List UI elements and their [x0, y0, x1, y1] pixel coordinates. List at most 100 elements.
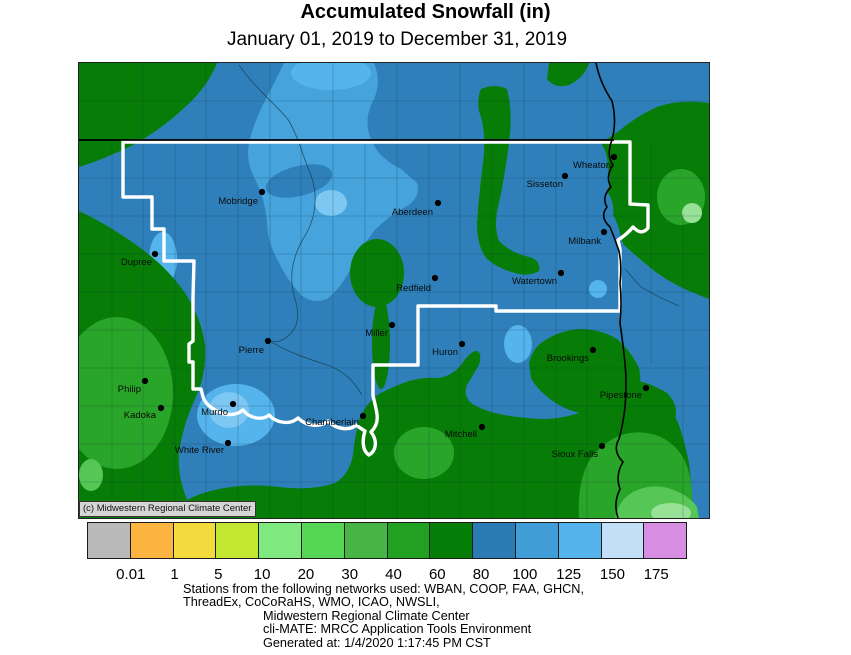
legend-tick-label: 150	[599, 566, 625, 583]
legend-tick-label: 125	[556, 566, 582, 583]
legend-swatch	[386, 522, 431, 559]
city-label: Dupree	[121, 257, 152, 268]
city-dot	[141, 377, 149, 385]
contour-60in-top-wedge	[547, 63, 589, 87]
city-dot	[598, 442, 606, 450]
city-label: Philip	[118, 384, 141, 395]
legend-swatch	[172, 522, 217, 559]
footer-app: cli-MATE: MRCC Application Tools Environ…	[263, 622, 532, 637]
city-dot	[557, 269, 565, 277]
contour-150in-murdo-core	[209, 392, 249, 428]
footer-generated-at: Generated at: 1/4/2020 1:17:45 PM CST	[263, 635, 491, 650]
snowfall-legend	[87, 522, 688, 559]
legend-tick-label: 10	[253, 566, 271, 583]
legend-swatch	[215, 522, 260, 559]
map-title: Accumulated Snowfall (in)	[300, 1, 551, 23]
contour-30in-west-spot	[79, 459, 103, 491]
contour-60in-northwest	[79, 63, 217, 167]
city-dot	[359, 412, 367, 420]
legend-swatch	[643, 522, 688, 559]
contour-60in-minnesota	[601, 101, 709, 299]
city-dot	[224, 439, 232, 447]
city-dot	[388, 321, 396, 329]
city-label: White River	[175, 445, 224, 456]
city-dot	[642, 384, 650, 392]
legend-swatch	[300, 522, 345, 559]
legend-swatch	[429, 522, 474, 559]
city-label: Mobridge	[218, 196, 258, 207]
snowfall-map: Mobridge Aberdeen Wheaton Sisseton Milbank Re…	[61, 56, 710, 523]
legend-swatch	[258, 522, 302, 559]
city-dot	[264, 337, 272, 345]
footer-networks-line1: Stations from the following networks use…	[183, 582, 584, 596]
city-label: Milbank	[568, 236, 601, 247]
contour-100in-band	[248, 63, 418, 301]
legend-swatch	[343, 522, 388, 559]
legend-tick-label: 20	[297, 566, 315, 583]
footer-org: Midwestern Regional Climate Center	[263, 608, 470, 623]
city-dot	[151, 250, 159, 258]
map-date-range: January 01, 2019 to December 31, 2019	[226, 29, 568, 50]
city-dot	[157, 404, 165, 412]
city-label: Sioux Falls	[552, 449, 599, 460]
city-label: Chamberlain	[305, 417, 359, 428]
snowfall-contour-svg: Mobridge Aberdeen Wheaton Sisseton Milbank Re…	[61, 56, 709, 523]
contour-60in-redfield-blob	[350, 239, 404, 307]
city-markers: Mobridge Aberdeen Wheaton Sisseton Milbank Re…	[118, 153, 650, 460]
legend-tick-label: 30	[341, 566, 359, 583]
missouri-river-line	[238, 64, 363, 396]
city-label: Miller	[365, 328, 388, 339]
county-lines	[79, 63, 709, 518]
legend-tick-label: 40	[385, 566, 402, 583]
city-dot	[431, 274, 439, 282]
footer-notes: Stations from the following networks use…	[0, 582, 851, 650]
city-dot	[478, 423, 486, 431]
legend-swatch	[87, 522, 131, 559]
city-dot	[589, 346, 597, 354]
contour-60in-brookings	[529, 329, 641, 415]
contour-125in-top-spot	[291, 56, 371, 90]
city-dot	[561, 172, 569, 180]
city-label: Pipestone	[600, 390, 642, 401]
footer-networks-line2: ThreadEx, CoCoRaHS, WMO, ICAO, NWSLI,	[183, 595, 440, 610]
city-label: Aberdeen	[392, 207, 433, 218]
minnesota-river-line	[624, 268, 680, 307]
city-dot	[458, 340, 466, 348]
city-label: Wheaton	[573, 160, 611, 171]
city-dot	[258, 188, 266, 196]
legend-tick-label: 100	[512, 566, 538, 583]
highlight-boundary-white	[121, 140, 650, 457]
city-label: Brookings	[547, 353, 589, 364]
city-label: Sisseton	[527, 179, 563, 190]
legend-tick-label: 1	[170, 566, 179, 583]
city-label: Kadoka	[124, 410, 157, 421]
city-label: Murdo	[201, 407, 228, 418]
legend-swatch	[129, 522, 174, 559]
legend-swatch	[557, 522, 602, 559]
contour-60in-pipestone-tongue	[629, 379, 676, 419]
contour-20in-minnesota-core	[682, 203, 702, 223]
contour-125in-watertown-spot	[589, 280, 607, 298]
city-dot	[434, 199, 442, 207]
city-label: Mitchell	[445, 429, 477, 440]
city-label: Watertown	[512, 276, 557, 287]
city-dot	[229, 400, 237, 408]
legend-tick-label: 175	[643, 566, 669, 583]
legend-tick-labels: 0.01 1 5 10 20 30 40 60 80 100 125 150 175	[0, 566, 851, 586]
city-dot	[610, 153, 618, 161]
contour-125in-huron-spot	[504, 325, 532, 363]
city-label: Huron	[432, 347, 458, 358]
contour-150in-aberdeen-spot	[315, 190, 347, 216]
legend-tick-label: 0.01	[116, 566, 146, 583]
legend-tick-label: 80	[472, 566, 490, 583]
contour-band-inclusion	[265, 164, 333, 198]
legend-swatch	[600, 522, 645, 559]
legend-swatch	[472, 522, 516, 559]
city-label: Pierre	[239, 345, 264, 356]
legend-swatch	[514, 522, 559, 559]
mn-ia-border-line	[595, 62, 627, 519]
contour-60in-ne-band	[477, 86, 540, 275]
legend-tick-label: 5	[214, 566, 223, 583]
contour-40in-mitchell-blob	[394, 427, 454, 479]
